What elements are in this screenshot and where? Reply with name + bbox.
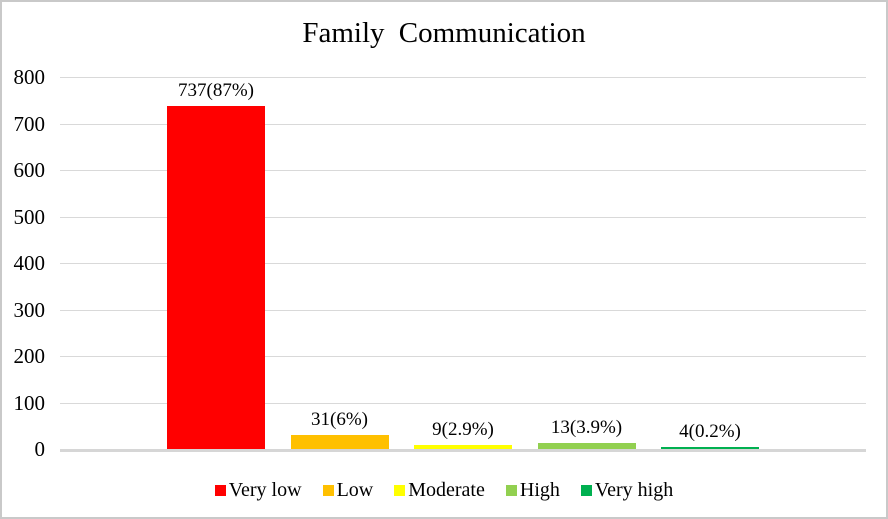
y-axis: 0 100 200 300 400 500 600 700 800 — [2, 2, 46, 517]
y-axis-tick-label: 800 — [13, 65, 46, 89]
legend-label: Moderate — [408, 479, 485, 501]
bar-high — [537, 442, 636, 449]
plot-area: 737(87%) 31(6%) 9(2.9%) 13(3.9%) 4(0.2%) — [60, 77, 866, 452]
gridline — [60, 263, 866, 264]
bar-very-high — [661, 447, 759, 449]
chart-title: Family Communication — [302, 17, 586, 49]
gridline — [60, 216, 866, 218]
legend-swatch-icon — [322, 484, 334, 496]
legend-item-low: Low — [322, 479, 374, 501]
bar-data-label: 9(2.9%) — [432, 418, 494, 440]
gridline — [60, 170, 866, 171]
legend-label: Very low — [228, 479, 302, 501]
y-axis-tick-label: 700 — [13, 111, 46, 136]
legend-item-moderate: Moderate — [394, 479, 485, 501]
bar-data-label: 31(6%) — [311, 408, 368, 430]
x-axis-line — [60, 449, 866, 452]
y-axis-tick-label: 300 — [13, 297, 46, 322]
y-axis-tick-label: 600 — [13, 158, 46, 182]
y-axis-tick-label: 500 — [13, 204, 46, 229]
legend-swatch-icon — [394, 484, 406, 496]
legend-item-very-low: Very low — [214, 479, 302, 501]
y-axis-tick-label: 400 — [13, 251, 46, 275]
y-axis-tick-label: 200 — [13, 344, 46, 368]
legend-swatch-icon — [214, 484, 226, 496]
gridline — [60, 309, 866, 311]
legend-label: Low — [336, 479, 374, 501]
bar-moderate — [414, 444, 512, 449]
bar-low — [290, 434, 389, 449]
bar-very-low — [167, 106, 265, 449]
y-axis-tick-label: 100 — [13, 390, 46, 415]
gridline — [60, 356, 866, 357]
bar-data-label: 13(3.9%) — [550, 416, 623, 438]
gridline — [60, 77, 866, 78]
legend-swatch-icon — [505, 484, 517, 496]
legend-item-high: High — [505, 479, 560, 501]
legend-swatch-icon — [580, 484, 592, 496]
y-axis-tick-label: 0 — [34, 437, 46, 461]
legend-item-very-high: Very high — [580, 479, 674, 501]
legend-label: High — [519, 479, 560, 501]
legend-label: Very high — [594, 479, 674, 501]
bar-data-label: 4(0.2%) — [679, 421, 741, 442]
legend: Very low Low Moderate High Very high — [2, 479, 886, 501]
gridline — [60, 123, 866, 125]
gridline — [60, 402, 866, 404]
bar-data-label: 737(87%) — [178, 80, 254, 102]
